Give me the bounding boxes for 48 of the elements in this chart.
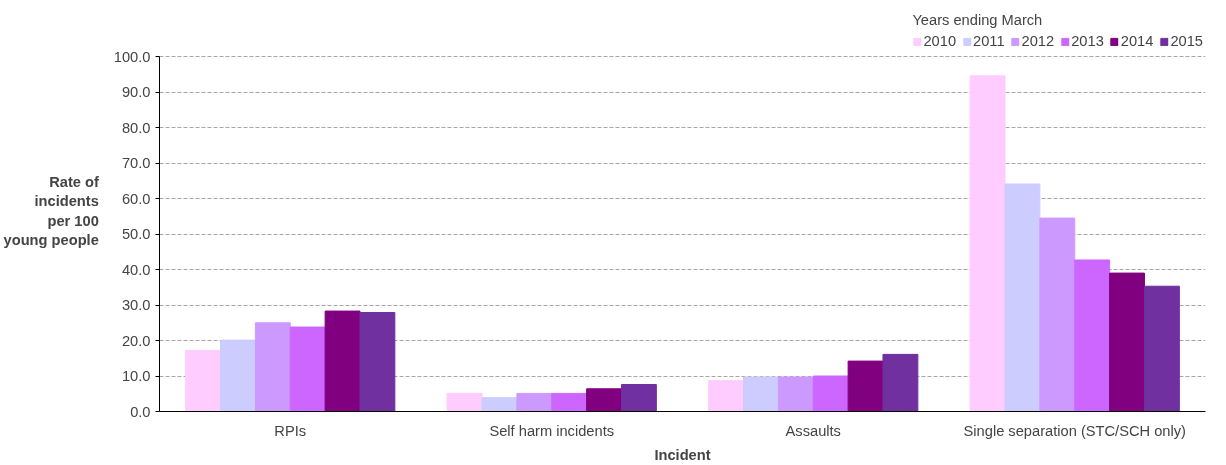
legend-title: Years ending March (912, 12, 1044, 28)
bar (777, 376, 814, 412)
y-tick-label: 20.0 (121, 332, 151, 349)
bar (847, 360, 884, 412)
y-tick-label: 30.0 (121, 297, 151, 314)
y-tick-label: 90.0 (121, 84, 151, 101)
legend-label: 2015 (1170, 33, 1203, 49)
bar (1074, 259, 1111, 412)
y-axis-title: Rate of incidents per 100 young people (3, 174, 99, 248)
legend-label: 2010 (923, 33, 957, 49)
x-tick-label: RPIs (274, 422, 307, 439)
legend-label: 2011 (973, 33, 1005, 49)
bar (359, 311, 396, 412)
legend-label: 2012 (1021, 33, 1055, 49)
bar (516, 392, 553, 412)
bar (1143, 285, 1180, 412)
bar (254, 322, 291, 412)
y-tick-label: 100.0 (113, 48, 151, 65)
bar (324, 310, 361, 412)
bar (185, 349, 222, 412)
y-tick-label: 40.0 (121, 261, 151, 278)
legend-label: 2013 (1071, 33, 1104, 49)
y-tick-label: 50.0 (121, 226, 151, 243)
bar (1039, 217, 1076, 412)
bar (289, 326, 326, 412)
y-tick-label: 80.0 (121, 119, 151, 136)
y-tick-label: 70.0 (121, 155, 151, 172)
bar (551, 392, 588, 412)
x-axis-title: Incident (654, 446, 711, 463)
bar (882, 353, 919, 412)
y-tick-label: 0.0 (130, 403, 151, 420)
y-tick-label: 10.0 (121, 368, 151, 385)
bar (220, 339, 256, 412)
legend-label: 2014 (1120, 33, 1154, 49)
x-tick-label: Assaults (785, 422, 841, 439)
bar (1004, 183, 1041, 412)
bar (1109, 272, 1145, 412)
bar (586, 388, 622, 412)
x-tick-label: Self harm incidents (489, 422, 615, 439)
y-tick-label: 60.0 (121, 190, 151, 207)
bar (446, 392, 483, 412)
bar (708, 380, 745, 412)
bar (969, 75, 1006, 412)
bar (812, 375, 849, 412)
bar (481, 397, 518, 412)
bar (620, 384, 657, 412)
bar (743, 376, 779, 412)
x-tick-label: Single separation (STC/SCH only) (963, 422, 1186, 439)
